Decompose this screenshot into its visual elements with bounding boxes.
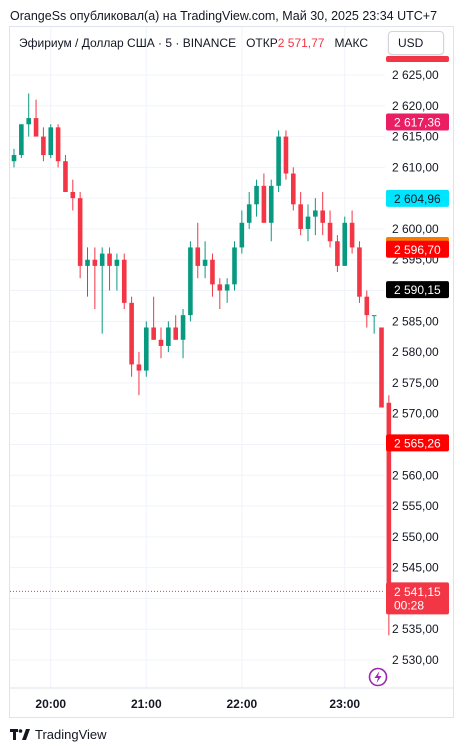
candle-body[interactable] xyxy=(107,253,112,266)
candle-body[interactable] xyxy=(217,284,223,291)
price-label-badge xyxy=(386,434,449,452)
x-tick-label: 21:00 xyxy=(131,697,162,711)
candle-body[interactable] xyxy=(33,118,39,137)
price-label-text: 2 565,26 xyxy=(394,436,441,450)
candle-body[interactable] xyxy=(195,247,201,266)
price-label-text: 2 596,70 xyxy=(394,243,441,257)
y-tick-label: 2 580,00 xyxy=(392,345,439,359)
candle-body[interactable] xyxy=(19,124,24,156)
price-label-badge xyxy=(386,189,449,207)
candle-body[interactable] xyxy=(276,136,281,186)
candle-body[interactable] xyxy=(364,296,370,316)
candle-body[interactable] xyxy=(261,185,267,223)
last-price-text: 2 541,15 xyxy=(394,585,441,599)
x-tick-label: 22:00 xyxy=(226,697,257,711)
candle-body[interactable] xyxy=(85,259,90,266)
candle-body[interactable] xyxy=(173,327,178,340)
candle-body[interactable] xyxy=(371,315,377,317)
candle-body[interactable] xyxy=(320,210,325,223)
candle-body[interactable] xyxy=(202,259,208,266)
last-price-badge xyxy=(386,582,449,615)
open-value: 2 571,77 xyxy=(277,36,325,50)
y-tick-label: 2 535,00 xyxy=(392,622,439,636)
candle-body[interactable] xyxy=(313,210,318,217)
price-label-badge xyxy=(386,113,449,131)
open-label: ОТКР xyxy=(246,36,278,50)
candle-body[interactable] xyxy=(144,327,149,371)
candle-body[interactable] xyxy=(379,327,384,408)
price-label-text: 2 604,96 xyxy=(394,192,441,206)
chart-legend: Эфириум / Доллар США · 5 · BINANCE ОТКР2… xyxy=(19,36,368,50)
attribution-text: OrangeSs опубликовал(а) на TradingView.c… xyxy=(10,9,438,23)
candle-body[interactable] xyxy=(55,127,61,162)
candle-body[interactable] xyxy=(63,161,68,192)
candle-body[interactable] xyxy=(283,136,289,174)
high-label: МАКС xyxy=(334,36,369,50)
candle-body[interactable] xyxy=(151,327,156,340)
candle-body[interactable] xyxy=(180,315,186,340)
candle-body[interactable] xyxy=(335,241,340,266)
y-tick-label: 2 575,00 xyxy=(392,376,439,390)
y-tick-label: 2 555,00 xyxy=(392,499,439,513)
candle-body[interactable] xyxy=(166,327,171,346)
x-tick-label: 23:00 xyxy=(329,697,360,711)
candle-body[interactable] xyxy=(246,204,252,223)
candle-body[interactable] xyxy=(298,204,303,229)
candle-body[interactable] xyxy=(11,155,17,162)
currency-button[interactable]: USD xyxy=(388,31,444,55)
candle-body[interactable] xyxy=(114,259,120,266)
y-tick-label: 2 560,00 xyxy=(392,468,439,482)
y-tick-label: 2 585,00 xyxy=(392,314,439,328)
candle-body[interactable] xyxy=(342,222,348,266)
candle-body[interactable] xyxy=(99,253,105,266)
candle-body[interactable] xyxy=(70,192,76,199)
candle-body[interactable] xyxy=(239,222,245,248)
countdown-text: 00:28 xyxy=(394,598,424,612)
price-label-text: 2 617,36 xyxy=(394,116,441,130)
price-label-text: 2 590,15 xyxy=(394,283,441,297)
y-tick-label: 2 625,00 xyxy=(392,68,439,82)
y-tick-label: 2 610,00 xyxy=(392,160,439,174)
candle-body[interactable] xyxy=(224,284,230,291)
candle-body[interactable] xyxy=(77,198,83,266)
x-tick-label: 20:00 xyxy=(35,697,66,711)
candle-body[interactable] xyxy=(349,222,355,248)
candle-body[interactable] xyxy=(210,259,215,285)
candle-body[interactable] xyxy=(386,402,392,592)
candle-body[interactable] xyxy=(158,339,164,346)
candle-body[interactable] xyxy=(129,302,134,365)
candle-body[interactable] xyxy=(232,247,237,285)
symbol-description[interactable]: Эфириум / Доллар США · 5 · BINANCE xyxy=(19,36,237,50)
candle-body[interactable] xyxy=(26,118,31,125)
candle-body[interactable] xyxy=(92,259,98,266)
y-tick-label: 2 545,00 xyxy=(392,561,439,575)
candle-body[interactable] xyxy=(136,364,142,371)
y-tick-label: 2 620,00 xyxy=(392,99,439,113)
footer-brand: TradingView xyxy=(10,727,107,742)
candle-body[interactable] xyxy=(327,222,333,242)
candle-body[interactable] xyxy=(357,247,362,297)
y-tick-label: 2 550,00 xyxy=(392,530,439,544)
price-label-badge xyxy=(386,55,449,62)
candle-body[interactable] xyxy=(305,216,311,229)
tradingview-logo-icon xyxy=(10,728,30,740)
lightning-icon[interactable] xyxy=(368,667,388,687)
candle-body[interactable] xyxy=(48,127,54,156)
brand-text: TradingView xyxy=(35,727,107,742)
price-label-badge xyxy=(386,281,449,299)
candle-body[interactable] xyxy=(121,259,127,303)
y-tick-label: 2 615,00 xyxy=(392,130,439,144)
candle-body[interactable] xyxy=(254,185,259,205)
candle-body[interactable] xyxy=(188,247,193,316)
candle-body[interactable] xyxy=(268,185,274,223)
y-tick-label: 2 600,00 xyxy=(392,222,439,236)
candle-body[interactable] xyxy=(41,136,46,156)
y-tick-label: 2 530,00 xyxy=(392,653,439,667)
y-tick-label: 2 570,00 xyxy=(392,407,439,421)
price-label-badge xyxy=(386,240,449,258)
candle-body[interactable] xyxy=(291,173,296,205)
